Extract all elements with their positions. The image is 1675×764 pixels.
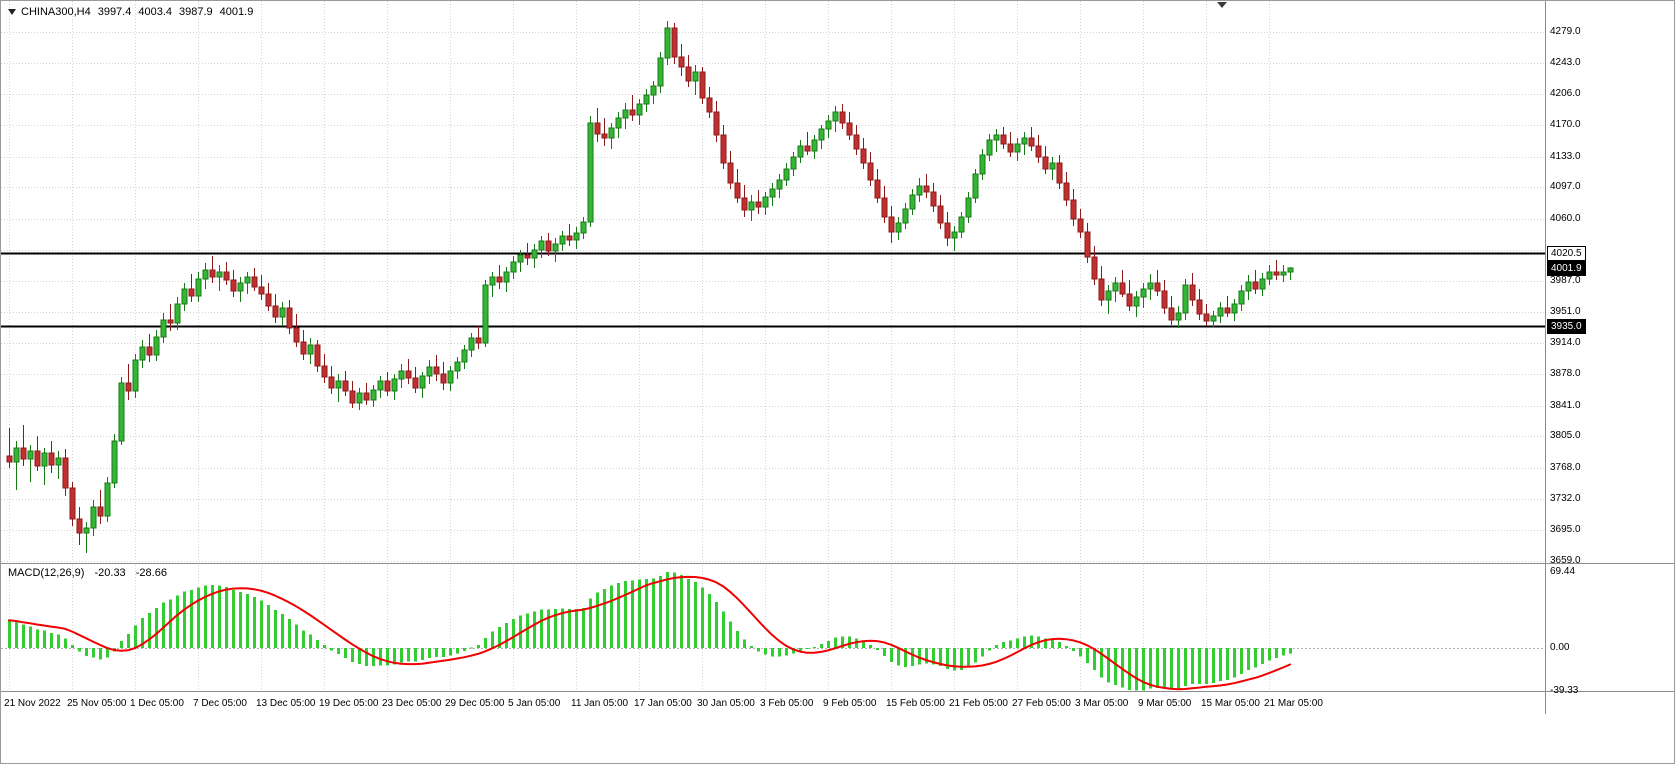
- price-axis-label: 4243.0: [1550, 57, 1581, 68]
- time-axis-label: 13 Dec 05:00: [256, 698, 316, 709]
- macd-current-value: -20.33: [94, 567, 126, 579]
- time-axis-label: 1 Dec 05:00: [130, 698, 184, 709]
- macd-name: MACD(12,26,9): [8, 567, 85, 579]
- price-axis-label: 4170.0: [1550, 119, 1581, 130]
- last-price-tag: 4001.9: [1547, 261, 1586, 276]
- time-axis-label: 7 Dec 05:00: [193, 698, 247, 709]
- ohlc-high: 4003.4: [138, 6, 173, 18]
- price-axis-label: 3732.0: [1550, 493, 1581, 504]
- support-line-price-tag: 3935.0: [1547, 319, 1586, 334]
- time-axis-label: 21 Feb 05:00: [949, 698, 1008, 709]
- time-axis-label: 9 Feb 05:00: [823, 698, 877, 709]
- time-axis-label: 9 Mar 05:00: [1138, 698, 1192, 709]
- time-axis-label: 21 Mar 05:00: [1264, 698, 1323, 709]
- macd-axis-max: 69.44: [1550, 566, 1576, 577]
- price-axis-label: 3768.0: [1550, 462, 1581, 473]
- price-axis-label: 4060.0: [1550, 213, 1581, 224]
- price-axis-label: 3914.0: [1550, 337, 1581, 348]
- time-axis-label: 3 Mar 05:00: [1075, 698, 1129, 709]
- time-axis-label: 17 Jan 05:00: [634, 698, 692, 709]
- price-axis-label: 4206.0: [1550, 88, 1581, 99]
- price-axis-label: 4133.0: [1550, 151, 1581, 162]
- price-axis-label: 3878.0: [1550, 368, 1581, 379]
- macd-indicator-label: MACD(12,26,9) -20.33 -28.66: [8, 567, 167, 579]
- time-axis-label: 5 Jan 05:00: [508, 698, 561, 709]
- time-axis-label: 23 Dec 05:00: [382, 698, 442, 709]
- price-axis-label: 4097.0: [1550, 181, 1581, 192]
- symbol-dropdown-icon[interactable]: [8, 9, 16, 15]
- time-axis-label: 21 Nov 2022: [4, 698, 61, 709]
- macd-axis-zero: 0.00: [1550, 642, 1570, 653]
- price-axis-label: 3987.0: [1550, 275, 1581, 286]
- macd-histogram: [8, 572, 1292, 691]
- time-axis-label: 29 Dec 05:00: [445, 698, 505, 709]
- macd-axis-min: -39.33: [1550, 685, 1579, 696]
- candles-series: [6, 21, 1294, 553]
- resistance-line-price-tag: 4020.5: [1547, 246, 1586, 261]
- macd-signal-line: [8, 575, 1291, 691]
- ohlc-open: 3997.4: [97, 6, 132, 18]
- chart-shift-marker[interactable]: [1217, 2, 1227, 8]
- price-axis-label: 4279.0: [1550, 26, 1581, 37]
- time-axis-label: 27 Feb 05:00: [1012, 698, 1071, 709]
- symbol-ohlc-bar: CHINA300,H4 3997.4 4003.4 3987.9 4001.9: [8, 6, 253, 18]
- candlestick-chart-canvas[interactable]: [1, 1, 1675, 717]
- time-axis-label: 3 Feb 05:00: [760, 698, 814, 709]
- macd-signal-value: -28.66: [135, 567, 167, 579]
- time-axis-label: 30 Jan 05:00: [697, 698, 755, 709]
- price-axis-label: 3805.0: [1550, 430, 1581, 441]
- price-axis-label: 3695.0: [1550, 524, 1581, 535]
- price-axis-label: 3841.0: [1550, 400, 1581, 411]
- price-axis-label: 3659.0: [1550, 555, 1581, 566]
- time-axis-label: 15 Feb 05:00: [886, 698, 945, 709]
- price-axis-label: 3951.0: [1550, 306, 1581, 317]
- grid-lines: [1, 1, 1545, 690]
- time-axis-label: 15 Mar 05:00: [1201, 698, 1260, 709]
- time-axis-label: 19 Dec 05:00: [319, 698, 379, 709]
- symbol-name: CHINA300,H4: [21, 6, 91, 18]
- ohlc-low: 3987.9: [179, 6, 213, 18]
- time-axis-label: 11 Jan 05:00: [571, 698, 629, 709]
- time-axis-label: 25 Nov 05:00: [67, 698, 127, 709]
- ohlc-close: 4001.9: [219, 6, 254, 18]
